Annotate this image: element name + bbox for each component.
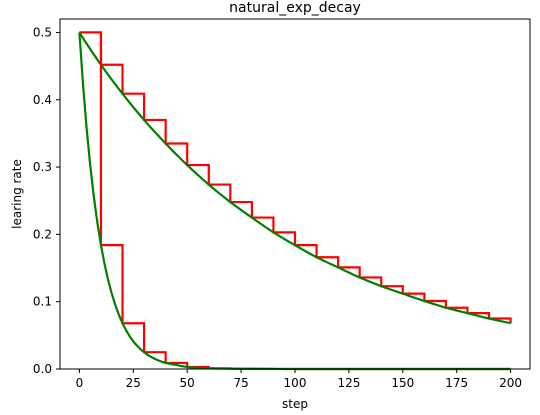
plot-series (78, 31, 512, 371)
x-tick-label: 150 (391, 376, 414, 390)
x-tick-label: 50 (180, 376, 195, 390)
y-axis: 0.0 0.1 0.2 0.3 0.4 0.5 (33, 25, 60, 376)
series-4-line (78, 32, 511, 371)
series-3-line (79, 31, 511, 371)
series-2-line (78, 31, 511, 325)
y-tick-label: 0.0 (33, 362, 52, 376)
x-tick-label: 125 (337, 376, 360, 390)
y-tick-label: 0.4 (33, 93, 52, 107)
x-tick-label: 100 (284, 376, 307, 390)
series-1-line (79, 31, 512, 324)
x-axis: 0 25 50 75 100 125 150 175 200 (76, 369, 522, 390)
x-axis-label: step (282, 397, 308, 411)
x-tick-label: 200 (499, 376, 522, 390)
plot-frame (59, 18, 531, 370)
x-tick-label: 175 (445, 376, 468, 390)
y-tick-label: 0.5 (33, 25, 52, 39)
x-tick-label: 25 (126, 376, 141, 390)
y-axis-label: learing rate (10, 159, 24, 229)
y-tick-label: 0.3 (33, 160, 52, 174)
x-tick-label: 0 (76, 376, 84, 390)
y-tick-label: 0.1 (33, 295, 52, 309)
chart-title: natural_exp_decay (229, 0, 361, 16)
y-tick-label: 0.2 (33, 227, 52, 241)
x-tick-label: 75 (233, 376, 248, 390)
